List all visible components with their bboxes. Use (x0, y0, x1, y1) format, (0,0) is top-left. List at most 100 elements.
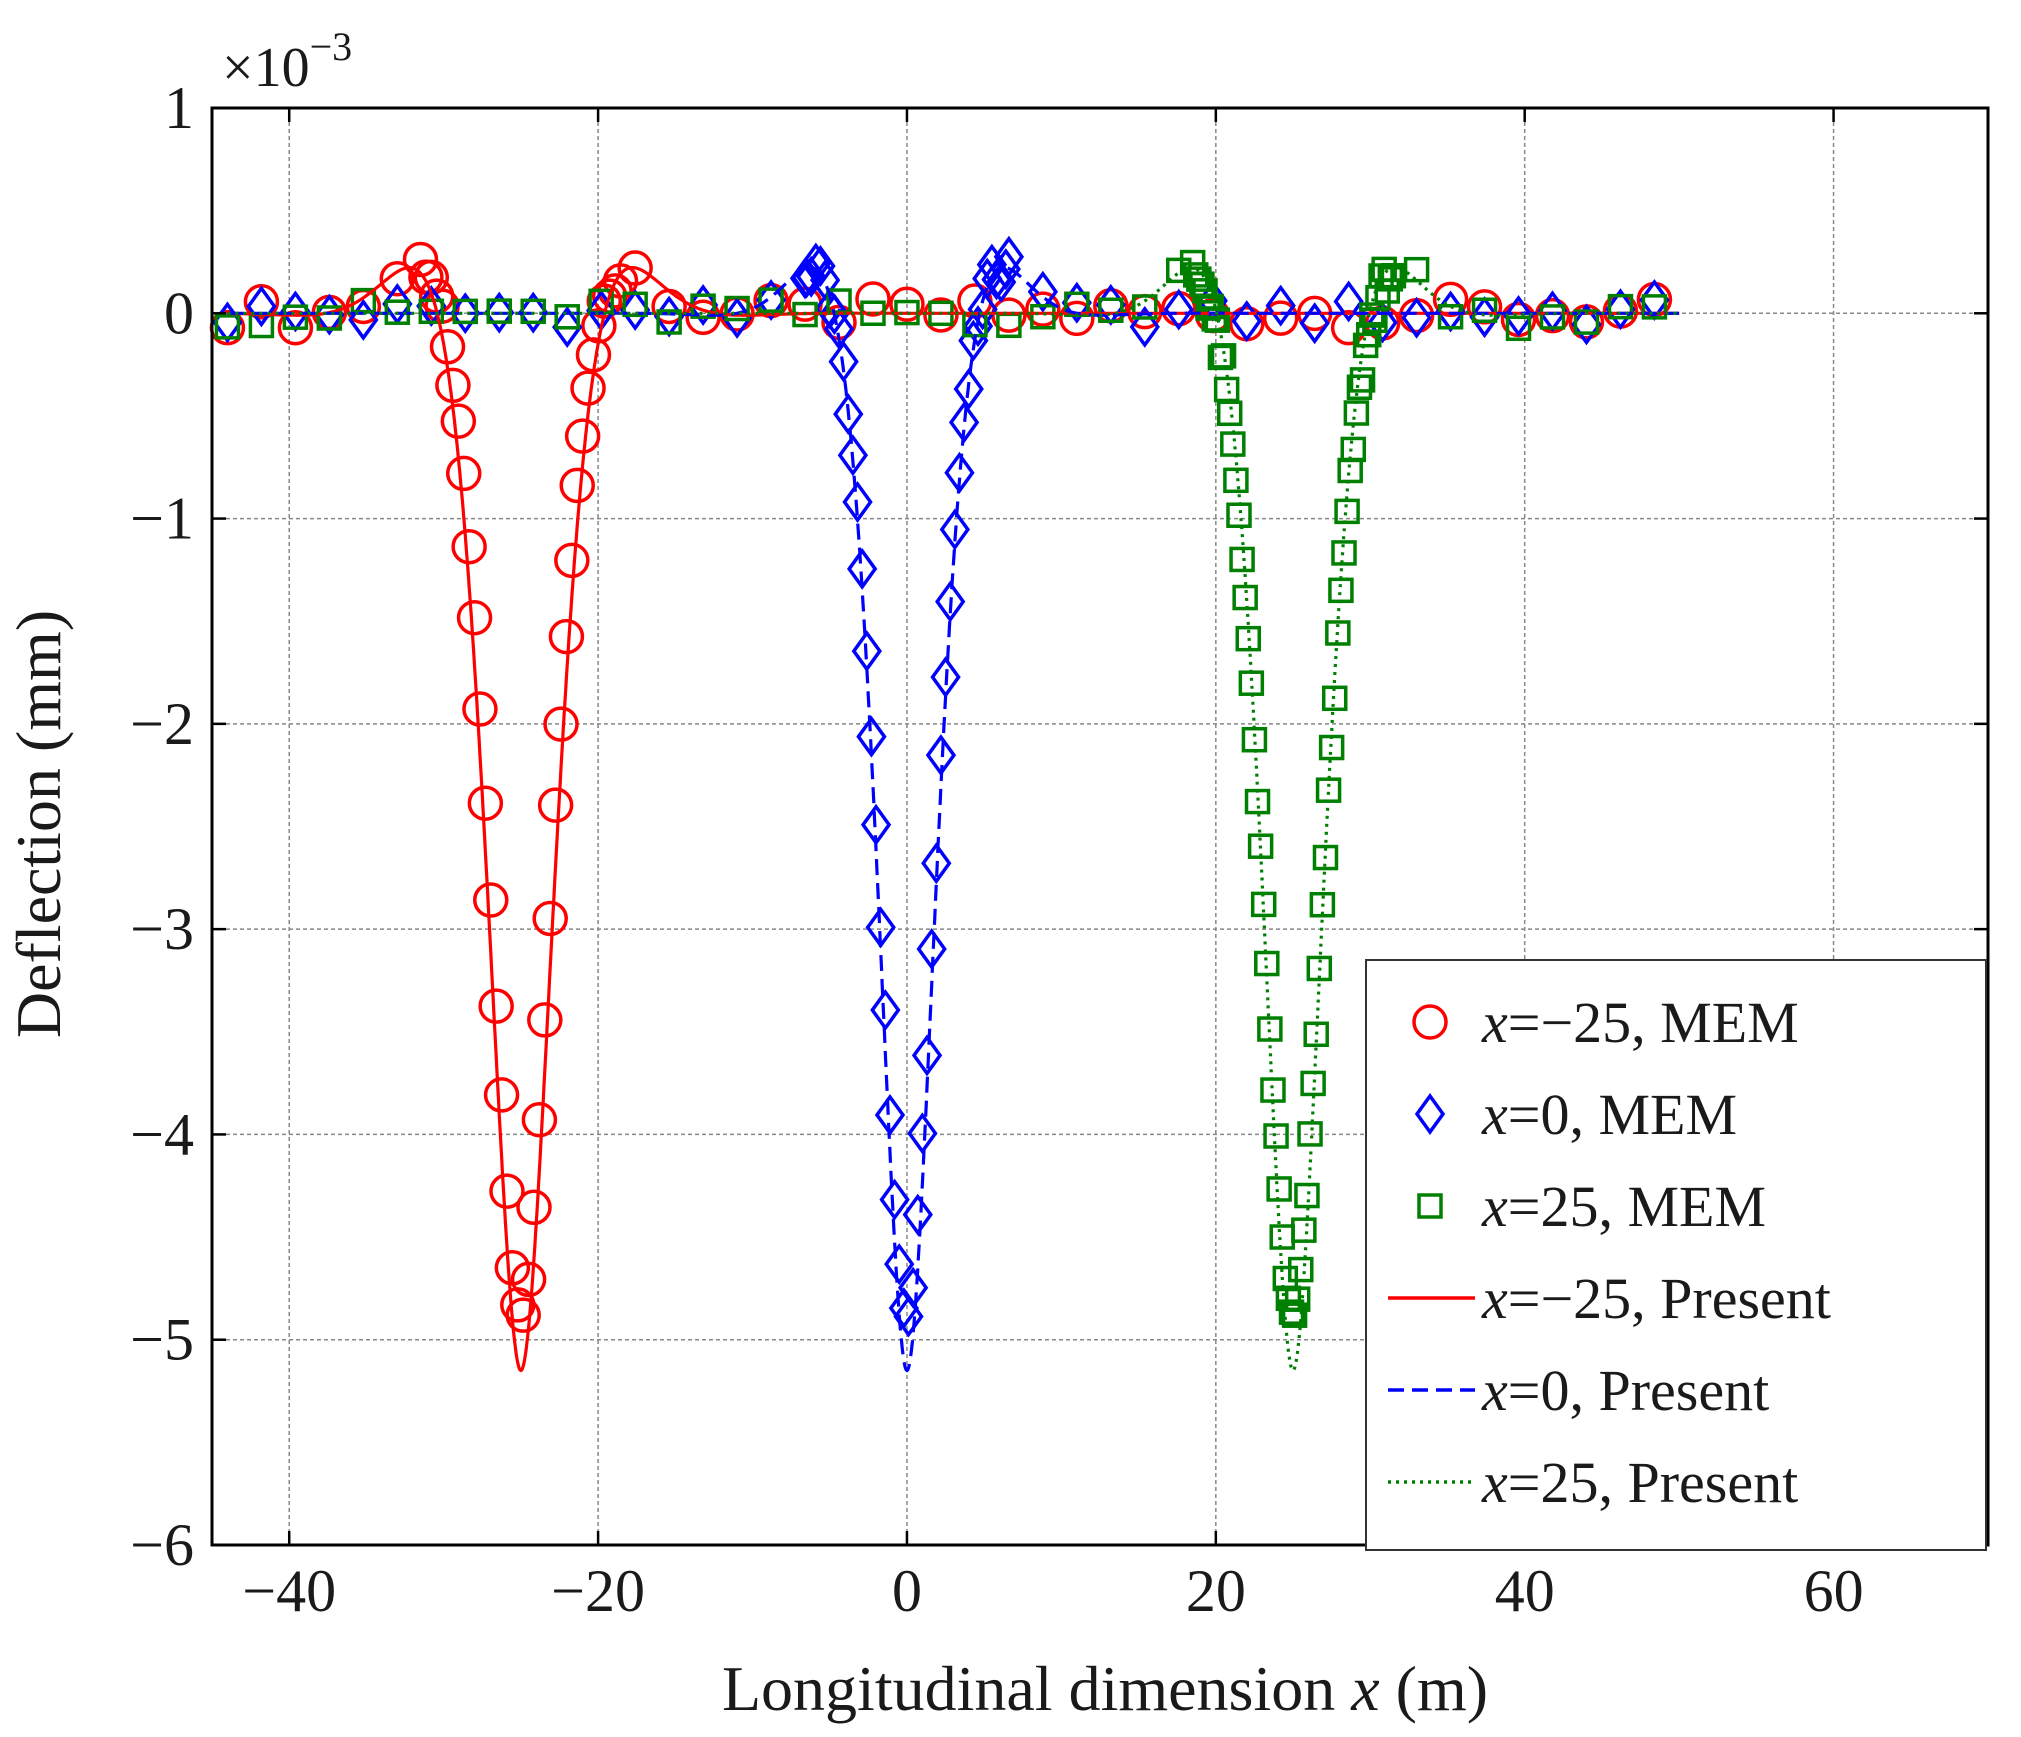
data-point-diamond (1414, 1093, 1446, 1135)
data-point-square (1281, 1302, 1308, 1328)
data-point-circle (489, 1173, 525, 1209)
data-point-square (1417, 1193, 1443, 1219)
data-point-diamond (939, 508, 970, 551)
legend-box (1365, 959, 1987, 1551)
data-point-circle (483, 1077, 520, 1113)
data-point-circle (510, 1261, 547, 1298)
x-axis-label: Longitudinal dimension x (m) (722, 1653, 1488, 1724)
data-point-square (1349, 367, 1376, 393)
data-point-circle (537, 787, 574, 823)
x-tick-label: 60 (1804, 1558, 1864, 1624)
legend-label: x=−25, MEM (1481, 990, 1799, 1055)
data-point-diamond (687, 283, 719, 326)
legend-label: x=25, MEM (1481, 1174, 1766, 1239)
data-point-square (1325, 620, 1351, 646)
data-point-circle (602, 263, 639, 299)
data-point-square (1321, 685, 1348, 712)
data-point-diamond (879, 1178, 910, 1221)
data-point-diamond (800, 242, 831, 285)
data-point-square (1213, 376, 1240, 403)
data-point-diamond (1469, 296, 1500, 339)
data-point-diamond (897, 1266, 929, 1309)
data-point-diamond (755, 278, 787, 321)
data-point-circle (532, 900, 568, 937)
data-point-square (1204, 307, 1231, 333)
data-point-square (724, 295, 750, 322)
data-point-square (1247, 833, 1274, 859)
series-5 (227, 266, 1680, 1373)
data-point-diamond (921, 842, 952, 885)
data-point-square (1229, 546, 1255, 573)
data-point-diamond (990, 248, 1021, 291)
series-layer (209, 235, 1680, 1373)
data-point-circle (570, 370, 606, 406)
data-point-square (1437, 304, 1464, 330)
y-tick-label: −3 (130, 896, 194, 962)
data-point-diamond (1061, 281, 1092, 324)
y-axis-label: Deflection (mm) (3, 610, 74, 1038)
x-tick-label: −40 (242, 1558, 336, 1624)
data-point-circle (467, 785, 504, 821)
legend-label: x=−25, Present (1481, 1266, 1831, 1331)
data-point-square (1607, 293, 1634, 320)
data-point-square (1284, 1286, 1311, 1312)
data-point-square (1254, 950, 1280, 977)
data-point-square (1098, 297, 1124, 323)
data-point-square (1539, 304, 1566, 330)
data-point-diamond (1299, 302, 1330, 345)
data-point-square (1294, 1182, 1320, 1209)
data-point-diamond (518, 291, 549, 334)
data-point-diamond (893, 1295, 924, 1338)
data-point-square (1312, 844, 1339, 871)
data-point-square (1192, 278, 1218, 304)
data-point-square (282, 304, 309, 330)
data-point-square (214, 314, 241, 340)
data-point-square (1346, 374, 1373, 400)
data-point-diamond (842, 481, 873, 523)
data-point-square (1260, 1077, 1286, 1103)
data-point-circle (451, 528, 487, 565)
data-point-diamond (484, 291, 515, 334)
data-point-circle (559, 467, 595, 504)
data-point-square (1573, 309, 1600, 335)
plot-frame (210, 106, 1990, 1547)
series-2 (214, 249, 1668, 1328)
legend-label: x=0, MEM (1481, 1082, 1737, 1147)
data-point-square (1340, 436, 1367, 463)
data-point-circle (855, 281, 891, 317)
data-point-square (1359, 302, 1385, 328)
data-point-diamond (805, 244, 836, 287)
data-point-circle (685, 299, 721, 336)
data-point-square (1300, 1070, 1326, 1097)
x-tick-label: 40 (1495, 1558, 1555, 1624)
series-0 (209, 241, 1673, 1333)
data-point-square (1241, 726, 1268, 753)
data-point-diamond (246, 285, 277, 328)
data-point-square (1318, 734, 1345, 761)
data-point-circle (923, 297, 959, 333)
data-point-square (622, 291, 648, 318)
y-tick-label: −1 (130, 486, 194, 552)
data-point-diamond (911, 1034, 943, 1077)
data-point-diamond (1163, 288, 1194, 331)
data-point-square (1238, 670, 1265, 696)
data-point-diamond (819, 293, 850, 336)
y-exponent-label: ×10−3 (222, 24, 352, 99)
data-point-diamond (981, 258, 1012, 301)
data-point-square (1235, 625, 1262, 652)
legend: x=−25, MEM x=0, MEM x=25, MEM x=−25, Presen… (1365, 959, 1987, 1551)
data-point-circle (456, 599, 493, 636)
data-point-square (1291, 1217, 1317, 1243)
data-point-square (1223, 467, 1249, 494)
data-point-square (1331, 540, 1357, 566)
data-point-square (1220, 431, 1246, 457)
data-point-diamond (1333, 280, 1364, 323)
data-point-diamond (935, 580, 966, 623)
data-point-diamond (1265, 284, 1296, 327)
data-point-diamond (884, 1243, 915, 1286)
data-point-square (1263, 1123, 1289, 1149)
data-point-circle (379, 260, 416, 297)
data-point-square (1380, 262, 1407, 289)
data-point-diamond (953, 367, 984, 410)
data-point-square (1309, 891, 1336, 918)
